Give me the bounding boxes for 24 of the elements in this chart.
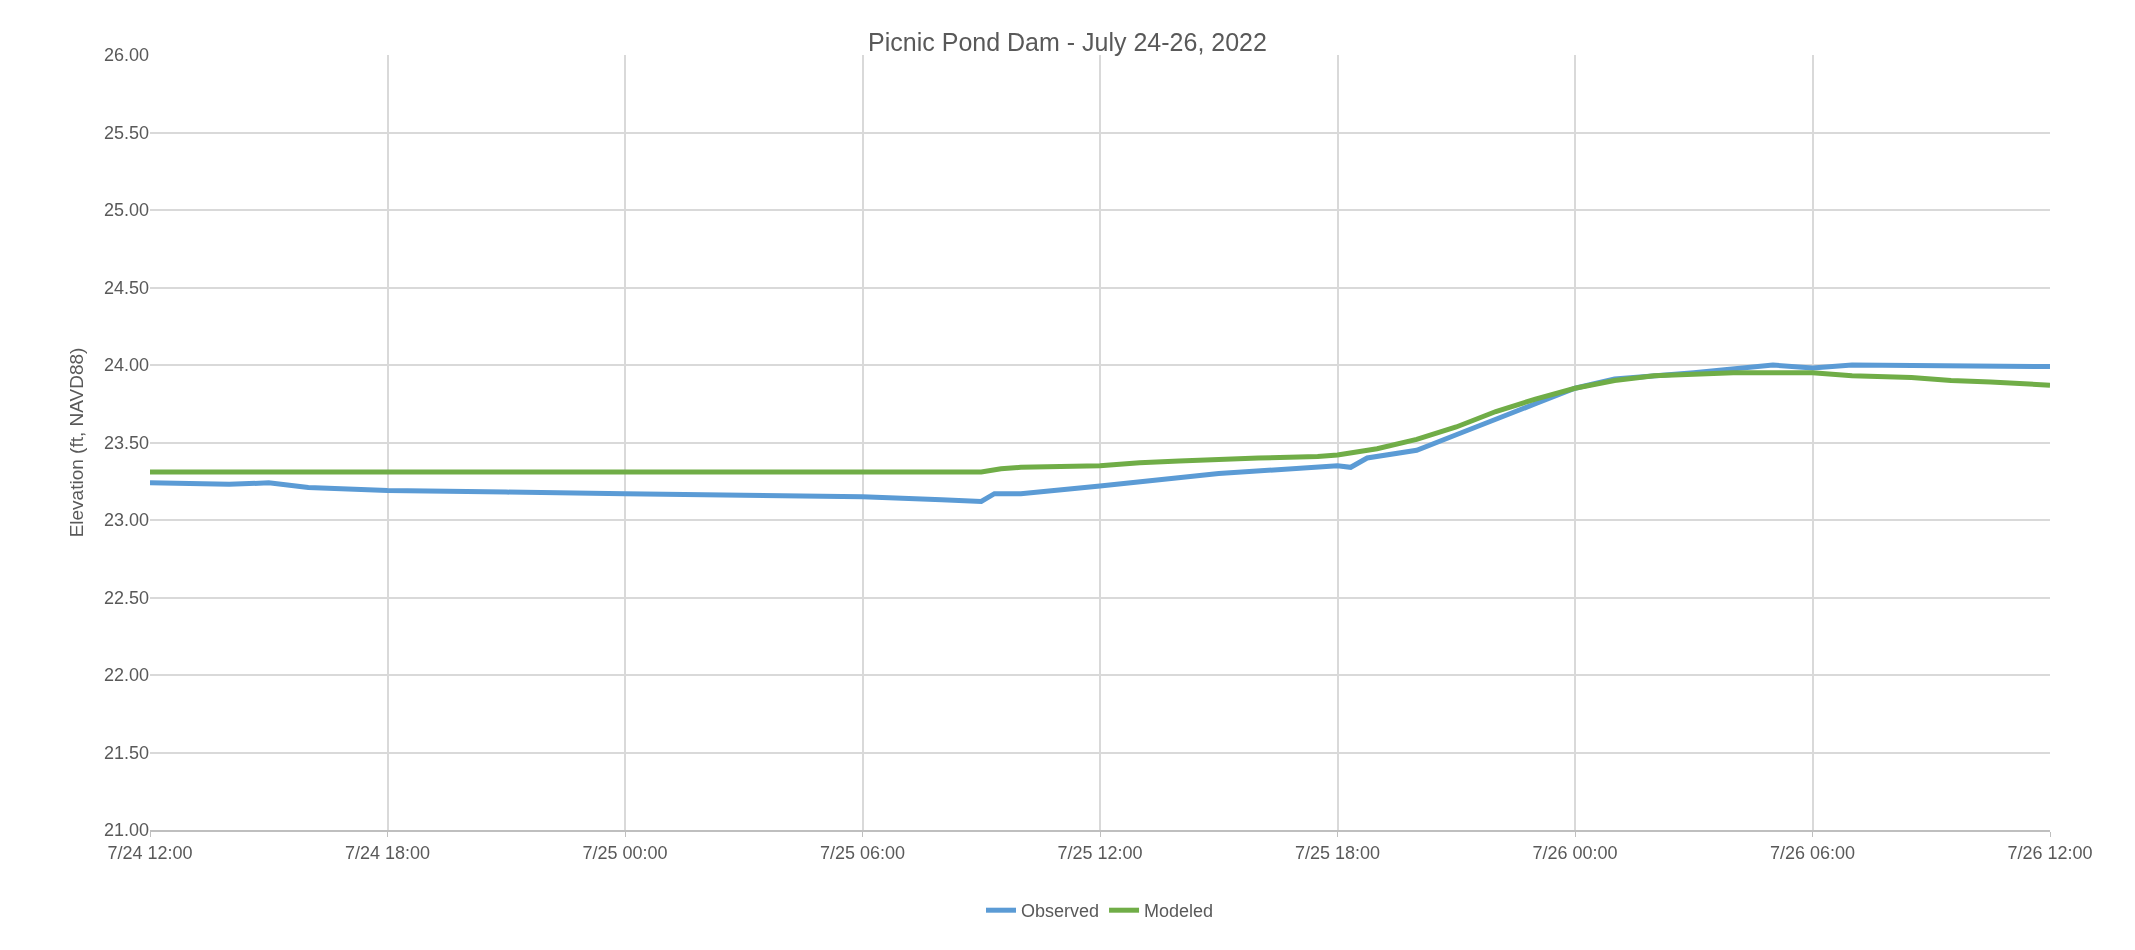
x-tick-label: 7/25 12:00 (1057, 842, 1143, 863)
y-tick-label: 22.00 (103, 665, 149, 686)
y-tick-label: 23.00 (103, 510, 149, 531)
x-tick-label: 7/25 06:00 (819, 842, 906, 863)
y-tick-label: 24.00 (103, 355, 149, 376)
y-tick-label: 22.50 (103, 587, 149, 608)
y-tick-label: 21.50 (103, 742, 149, 763)
x-tick-label: 7/26 12:00 (2007, 842, 2093, 863)
chart-title: Picnic Pond Dam - July 24-26, 2022 (868, 27, 1267, 56)
y-axis-title: Elevation (ft, NAVD88) (65, 347, 87, 538)
y-tick-label: 25.00 (103, 200, 149, 221)
x-tick-label: 7/24 12:00 (107, 842, 193, 863)
x-tick-label: 7/26 00:00 (1532, 842, 1618, 863)
x-tick-label: 7/25 18:00 (1294, 842, 1381, 863)
y-tick-label: 23.50 (103, 432, 149, 453)
y-tick-label: 25.50 (103, 122, 149, 143)
y-tick-label: 24.50 (103, 277, 149, 298)
y-tick-label: 26.00 (103, 45, 149, 66)
legend-label: Observed (1021, 901, 1100, 922)
legend-label: Modeled (1144, 901, 1214, 922)
y-tick-label: 21.00 (103, 820, 149, 841)
x-tick-label: 7/24 18:00 (344, 842, 431, 863)
x-tick-label: 7/26 06:00 (1769, 842, 1856, 863)
x-tick-label: 7/25 00:00 (582, 842, 668, 863)
